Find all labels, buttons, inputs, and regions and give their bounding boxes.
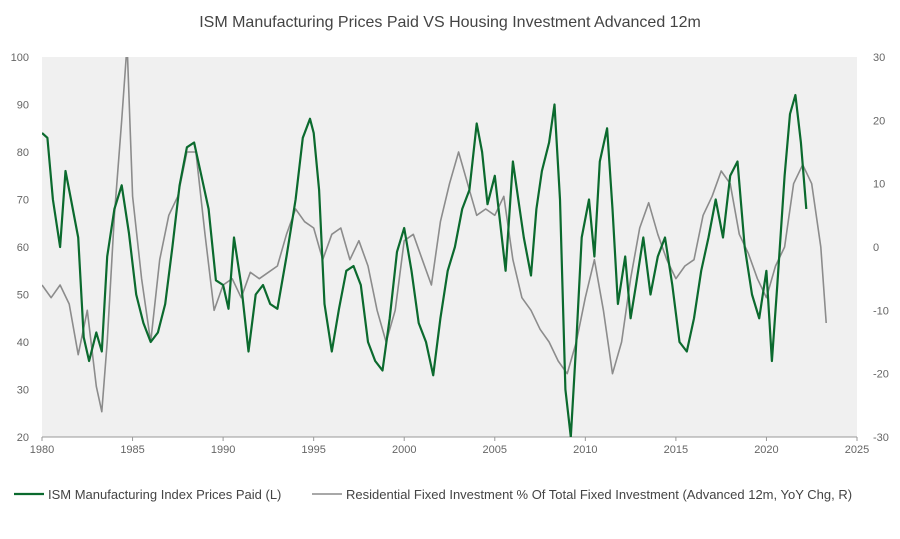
y-left-tick-label: 30	[17, 385, 29, 397]
x-tick-label: 2000	[392, 444, 416, 456]
y-right-tick-label: 0	[873, 242, 879, 254]
x-tick-label: 2025	[845, 444, 869, 456]
legend-label-residential: Residential Fixed Investment % Of Total …	[346, 487, 852, 502]
y-left-tick-label: 50	[17, 290, 29, 302]
x-tick-label: 1985	[120, 444, 144, 456]
y-left-tick-label: 60	[17, 242, 29, 254]
series-line-ism-prices-paid	[42, 93, 808, 437]
chart-title: ISM Manufacturing Prices Paid VS Housing…	[199, 14, 701, 31]
x-tick-label: 1990	[211, 444, 235, 456]
x-tick-label: 2010	[573, 444, 597, 456]
x-tick-label: 1995	[301, 444, 325, 456]
x-tick-label: 1980	[30, 444, 54, 456]
plot-area	[42, 57, 857, 437]
series-line-residential-investment	[42, 57, 827, 413]
x-tick-label: 2020	[754, 444, 778, 456]
y-right-tick-label: 20	[873, 115, 885, 127]
y-right-tick-label: -10	[873, 305, 889, 317]
y-left-tick-label: 90	[17, 100, 29, 112]
y-right-tick-label: 30	[873, 52, 885, 64]
y-right-tick-label: -20	[873, 369, 889, 381]
y-right-tick-label: -30	[873, 432, 889, 444]
y-left-tick-label: 80	[17, 147, 29, 159]
legend: ISM Manufacturing Index Prices Paid (L) …	[14, 487, 852, 502]
y-left-tick-label: 70	[17, 195, 29, 207]
series-layer	[42, 57, 827, 437]
y-axis-left: 20 30 40 50 60 70 80 90 100	[11, 52, 29, 444]
y-left-tick-label: 20	[17, 432, 29, 444]
y-right-tick-label: 10	[873, 179, 885, 191]
y-left-tick-label: 40	[17, 337, 29, 349]
x-tick-label: 2005	[483, 444, 507, 456]
y-axis-right: -30 -20 -10 0 10 20 30	[873, 52, 889, 444]
y-left-tick-label: 100	[11, 52, 29, 64]
x-tick-label: 2015	[664, 444, 688, 456]
x-axis: 1980 1985 1990 1995 2000 2005 2010 2015 2020 2025	[30, 436, 869, 456]
legend-label-ism: ISM Manufacturing Index Prices Paid (L)	[48, 487, 281, 502]
